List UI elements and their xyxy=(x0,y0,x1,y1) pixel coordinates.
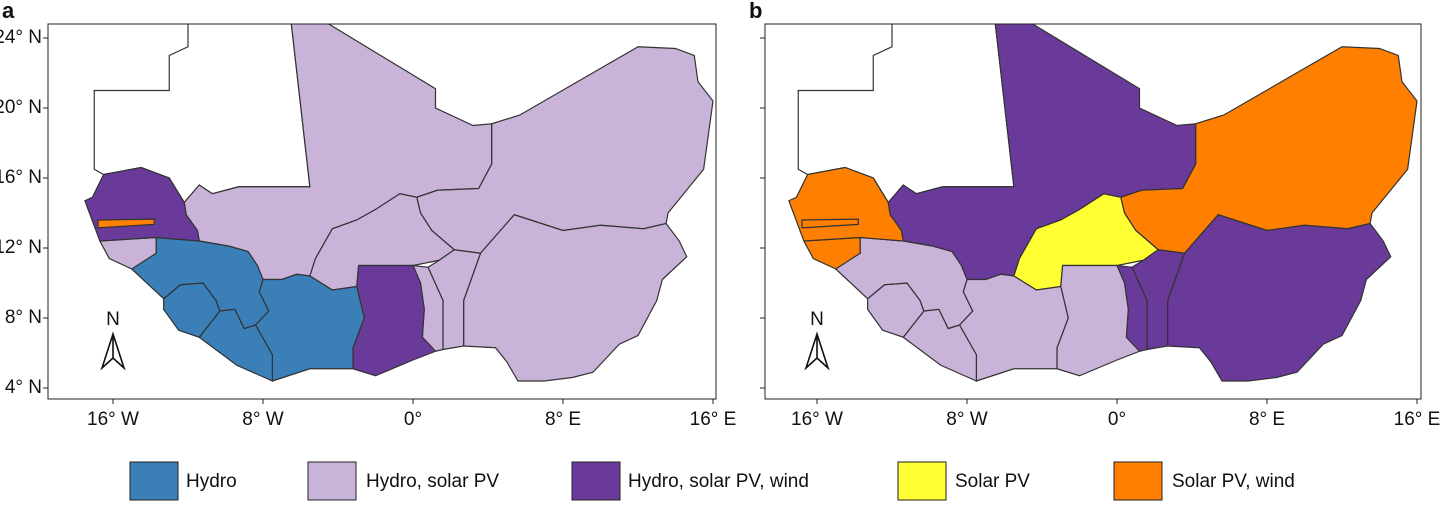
north-label: N xyxy=(810,309,824,330)
longitude-label: 0° xyxy=(1108,409,1126,430)
north-label: N xyxy=(106,309,120,330)
panel-label: a xyxy=(2,0,15,23)
latitude-label: 20° N xyxy=(0,97,42,118)
longitude-label: 0° xyxy=(404,409,422,430)
longitude-label: 8° E xyxy=(1249,409,1285,430)
map-frame xyxy=(764,23,1422,400)
map-panel xyxy=(788,24,1418,382)
north-arrow xyxy=(100,331,126,371)
legend-label: Hydro, solar PV xyxy=(366,471,499,492)
legend-label: Solar PV, wind xyxy=(1172,471,1295,492)
latitude-label: 12° N xyxy=(0,237,42,258)
latitude-label: 24° N xyxy=(0,27,42,48)
longitude-label: 8° E xyxy=(545,409,581,430)
country xyxy=(801,218,859,229)
map-panel xyxy=(84,24,714,382)
latitude-label: 4° N xyxy=(5,377,42,398)
latitude-label: 8° N xyxy=(5,307,42,328)
legend-label: Hydro, solar PV, wind xyxy=(628,471,809,492)
country xyxy=(1167,214,1392,382)
longitude-label: 16° E xyxy=(690,409,737,430)
legend-label: Hydro xyxy=(186,471,237,492)
longitude-label: 16° E xyxy=(1394,409,1440,430)
country xyxy=(463,214,688,382)
longitude-label: 16° W xyxy=(87,409,139,430)
map-frame xyxy=(47,23,717,400)
panel-label: b xyxy=(749,0,762,23)
legend-label: Solar PV xyxy=(955,471,1030,492)
legend-swatch xyxy=(571,461,621,501)
legend-swatch xyxy=(129,461,179,501)
legend-swatch xyxy=(307,461,357,501)
country xyxy=(97,218,155,229)
legend-swatch xyxy=(1113,461,1163,501)
longitude-label: 16° W xyxy=(791,409,843,430)
latitude-label: 16° N xyxy=(0,167,42,188)
north-arrow xyxy=(804,331,830,371)
legend-swatch xyxy=(897,461,947,501)
longitude-label: 8° W xyxy=(242,409,283,430)
longitude-label: 8° W xyxy=(946,409,987,430)
